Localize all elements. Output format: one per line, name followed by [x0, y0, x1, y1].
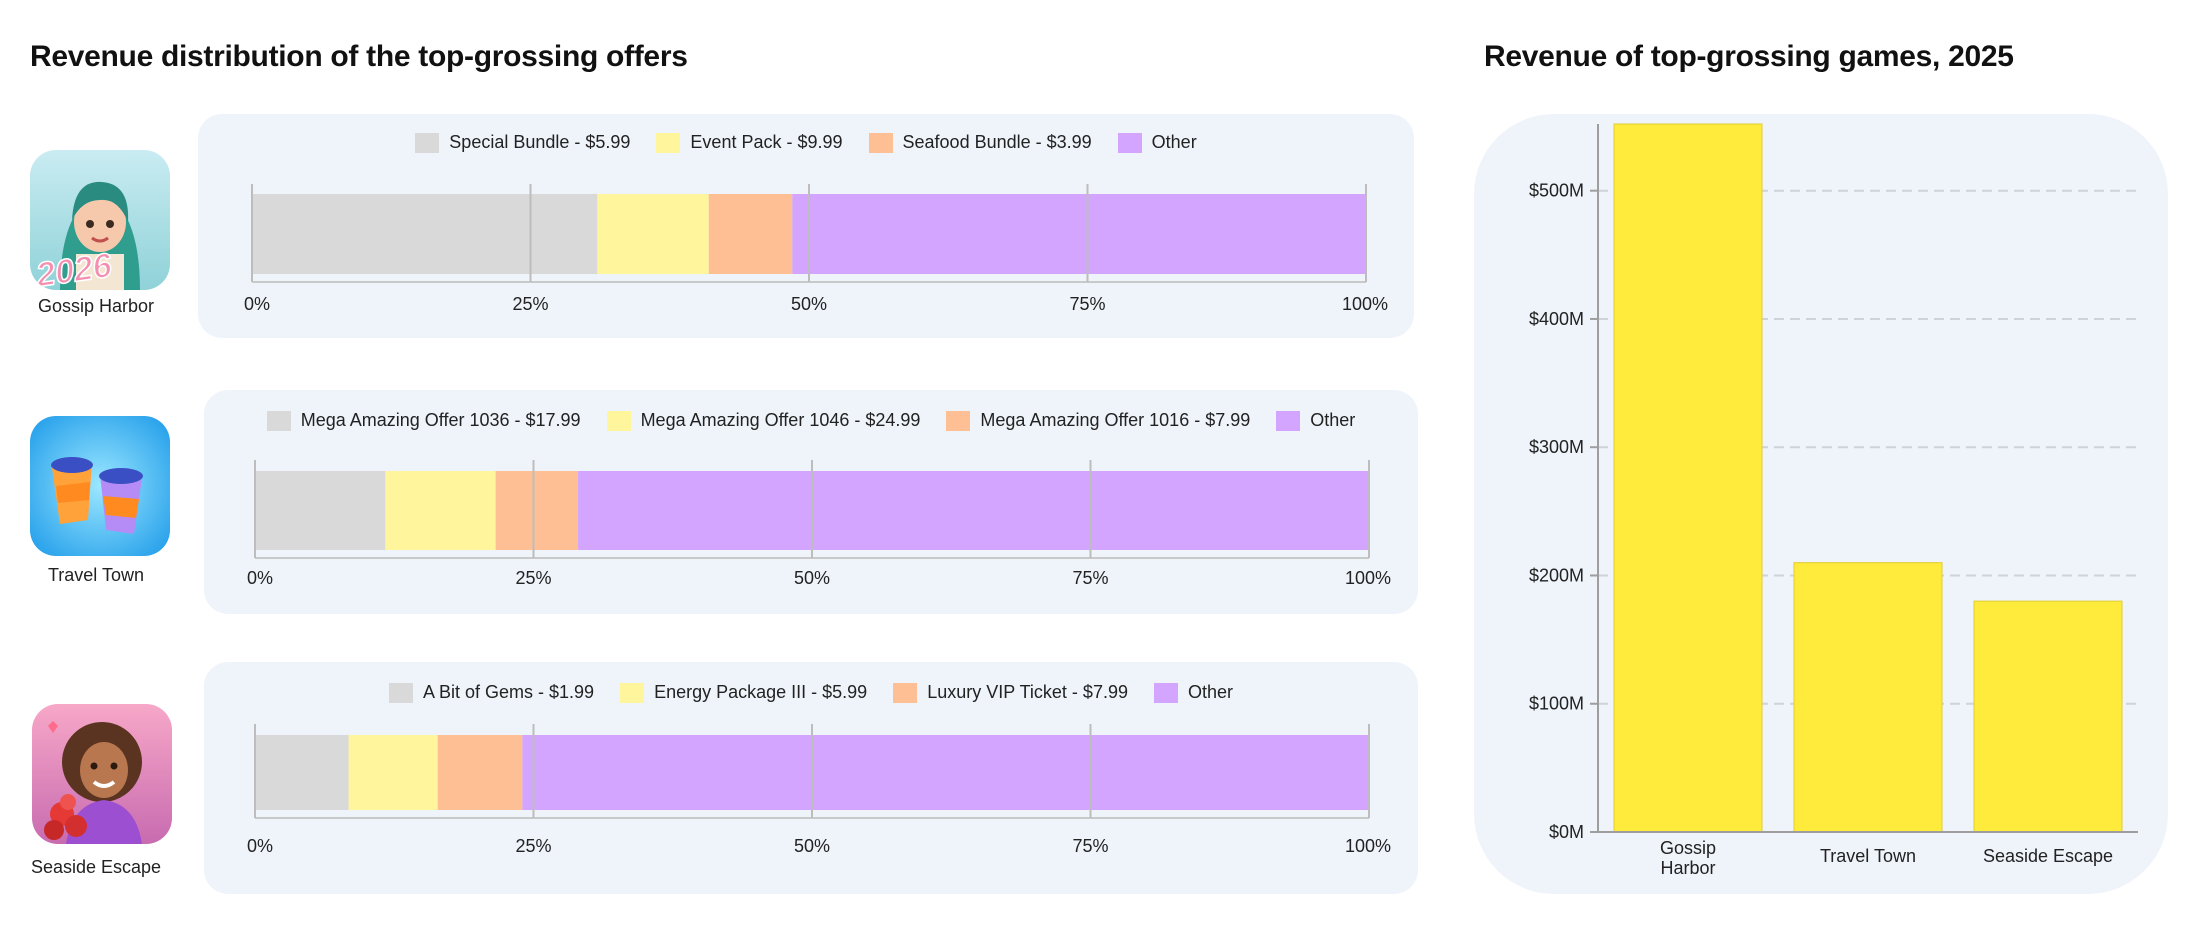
x-tick-label: 50% [791, 294, 827, 314]
x-tick-label: 25% [515, 836, 551, 856]
legend-item: Special Bundle - $5.99 [415, 132, 630, 153]
legend-label: A Bit of Gems - $1.99 [422, 682, 595, 702]
revenue-bar [1613, 123, 1763, 833]
x-tick-label: 75% [1069, 294, 1105, 314]
seaside-escape-name: Seaside Escape [30, 857, 162, 877]
stacked-segment [522, 735, 1369, 810]
legend-item: A Bit of Gems - $1.99 [388, 682, 595, 703]
x-tick-label: 75% [1072, 568, 1108, 588]
legend-label: Special Bundle - $5.99 [449, 132, 631, 152]
revenue-bar-chart: $0M $100M $200M $300M $400M $500M Gossip Harbor… [1529, 123, 2138, 878]
legend-swatch [266, 410, 291, 431]
legend-label: Mega Amazing Offer 1036 - $17.99 [300, 410, 581, 430]
legend-item: Luxury VIP Ticket - $7.99 [893, 682, 1128, 703]
x-tick-label: 75% [1072, 836, 1108, 856]
revenue-bar [1973, 600, 2123, 833]
gossip-harbor-icon-badge: 2026 [33, 246, 115, 290]
legend-label: Event Pack - $9.99 [690, 132, 843, 152]
gossip-harbor-name: Gossip Harbor [37, 296, 155, 316]
stacked-segment [385, 471, 496, 550]
y-tick-label: $200M [1529, 565, 1584, 585]
gossip-harbor-offers-panel: Special Bundle - $5.99 Event Pack - $9.9… [198, 114, 1414, 338]
travel-town-offers-panel: Mega Amazing Offer 1036 - $17.99 Mega Am… [204, 390, 1418, 614]
x-tick-label: 100% [1342, 294, 1388, 314]
x-tick-label: 50% [794, 568, 830, 588]
offers-chart-title: Revenue distribution of the top-grossing… [30, 40, 688, 73]
legend-swatch [946, 410, 971, 431]
legend-item: Seafood Bundle - $3.99 [868, 132, 1092, 153]
gossip-harbor-app-icon: 2026 [30, 150, 170, 290]
stacked-segment [792, 194, 1366, 274]
seaside-escape-offers-panel: A Bit of Gems - $1.99 Energy Package III… [204, 662, 1418, 894]
x-tick-label: 0% [244, 294, 270, 314]
legend-item: Mega Amazing Offer 1016 - $7.99 [946, 410, 1250, 431]
legend-item: Energy Package III - $5.99 [620, 682, 867, 703]
revenue-chart-panel: $0M $100M $200M $300M $400M $500M Gossip Harbor… [1474, 114, 2168, 894]
revenue-chart-title: Revenue of top-grossing games, 2025 [1484, 40, 2014, 73]
legend-item: Other [1276, 410, 1355, 431]
legend-label: Seafood Bundle - $3.99 [902, 132, 1092, 152]
x-tick-label: 25% [512, 294, 548, 314]
x-category-label: Travel Town [1820, 846, 1916, 866]
legend-label: Energy Package III - $5.99 [654, 682, 868, 702]
stacked-segment [348, 735, 438, 810]
seaside-escape-legend: A Bit of Gems - $1.99 Energy Package III… [204, 682, 1418, 703]
stacked-segment [708, 194, 793, 274]
stacked-segment [255, 735, 349, 810]
gossip-harbor-legend: Special Bundle - $5.99 Event Pack - $9.9… [198, 132, 1414, 153]
legend-label: Mega Amazing Offer 1046 - $24.99 [640, 410, 921, 430]
y-tick-label: $0M [1549, 822, 1584, 842]
legend-swatch [893, 682, 918, 703]
y-tick-label: $400M [1529, 309, 1584, 329]
legend-item: Event Pack - $9.99 [656, 132, 843, 153]
legend-label: Luxury VIP Ticket - $7.99 [927, 682, 1128, 702]
x-tick-label: 50% [794, 836, 830, 856]
x-category-label: Seaside Escape [1983, 846, 2113, 866]
legend-label: Other [1187, 682, 1234, 702]
x-tick-label: 0% [247, 568, 273, 588]
x-tick-label: 100% [1345, 836, 1391, 856]
travel-town-stacked-bar: 0% 25% 50% 75% 100% [247, 460, 1391, 588]
gossip-harbor-stacked-bar: 0% 25% 50% 75% 100% [244, 184, 1388, 314]
y-tick-label: $300M [1529, 437, 1584, 457]
legend-item: Mega Amazing Offer 1046 - $24.99 [606, 410, 921, 431]
legend-swatch [1153, 682, 1178, 703]
legend-item: Other [1117, 132, 1197, 153]
legend-label: Mega Amazing Offer 1016 - $7.99 [980, 410, 1251, 430]
seaside-escape-app-icon [32, 704, 172, 844]
legend-swatch [415, 132, 440, 153]
legend-item: Other [1153, 682, 1234, 703]
legend-swatch [656, 132, 681, 153]
legend-swatch [388, 682, 413, 703]
stacked-segment [578, 471, 1369, 550]
stacked-segment [597, 194, 709, 274]
travel-town-app-icon [30, 416, 170, 556]
y-tick-label: $500M [1529, 181, 1584, 201]
x-tick-label: 100% [1345, 568, 1391, 588]
legend-swatch [868, 132, 893, 153]
legend-label: Other [1310, 410, 1356, 430]
revenue-bar [1793, 562, 1943, 833]
stacked-segment [495, 471, 579, 550]
y-tick-label: $100M [1529, 694, 1584, 714]
legend-label: Other [1151, 132, 1197, 152]
x-category-label: Gossip Harbor [1660, 838, 1716, 878]
stacked-segment [255, 471, 386, 550]
legend-swatch [1117, 132, 1142, 153]
travel-town-legend: Mega Amazing Offer 1036 - $17.99 Mega Am… [204, 410, 1418, 431]
stacked-segment [437, 735, 523, 810]
legend-swatch [620, 682, 645, 703]
travel-town-name: Travel Town [47, 565, 145, 585]
legend-swatch [606, 410, 631, 431]
legend-item: Mega Amazing Offer 1036 - $17.99 [266, 410, 581, 431]
stacked-segment [252, 194, 598, 274]
legend-swatch [1276, 410, 1301, 431]
x-tick-label: 25% [515, 568, 551, 588]
seaside-escape-stacked-bar: 0% 25% 50% 75% 100% [247, 724, 1391, 856]
x-tick-label: 0% [247, 836, 273, 856]
